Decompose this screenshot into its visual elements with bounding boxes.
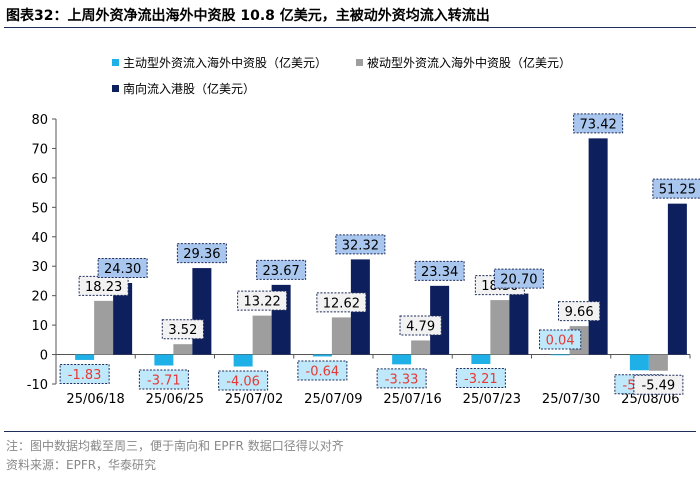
data-label: -3.21	[464, 372, 498, 387]
y-tick-label: 70	[31, 142, 48, 157]
bar-active	[154, 354, 174, 366]
bar-active	[312, 354, 332, 357]
legend-item-passive: 被动型外资流入海外中资股（亿美元）	[356, 54, 571, 71]
y-tick-label: 10	[31, 319, 48, 334]
legend-label-southbound: 南向流入港股（亿美元）	[123, 82, 256, 96]
data-label: -4.06	[226, 375, 260, 390]
data-label-box	[161, 319, 204, 340]
bar-passive	[411, 340, 431, 355]
data-label-box	[59, 363, 110, 384]
data-label: 13.22	[244, 295, 281, 310]
data-label: 9.66	[565, 305, 594, 320]
data-label: 24.30	[104, 262, 141, 277]
bar-southbound	[588, 138, 608, 355]
data-label: 23.67	[263, 264, 300, 279]
data-label-box	[493, 268, 544, 289]
bar-active	[550, 354, 570, 356]
data-label: 0.04	[546, 333, 575, 348]
data-label-box	[237, 290, 288, 311]
y-tick-label: 30	[31, 260, 48, 275]
x-tick-label: 25/06/25	[146, 392, 204, 407]
data-label: 20.70	[500, 273, 537, 288]
data-label-box	[414, 260, 465, 281]
data-label-box	[316, 292, 367, 313]
data-label: 18.23	[85, 280, 122, 295]
data-label-box	[399, 315, 442, 336]
data-label-box	[256, 259, 307, 280]
legend-item-southbound: 南向流入港股（亿美元）	[112, 80, 255, 97]
data-label: -1.83	[68, 368, 102, 383]
legend-label-passive: 被动型外资流入海外中资股（亿美元）	[367, 56, 572, 70]
figure-title-text: 上周外资净流出海外中资股 10.8 亿美元，主被动外资均流入转流出	[67, 8, 490, 24]
data-label-box	[218, 370, 269, 391]
data-label: 4.79	[406, 319, 435, 334]
data-label: 3.52	[168, 323, 197, 338]
footer-rule	[4, 431, 696, 432]
bar-passive	[94, 300, 114, 355]
data-label-box	[176, 243, 227, 264]
data-label: -0.64	[306, 364, 340, 379]
data-label-box	[138, 369, 189, 390]
data-label-box	[558, 301, 601, 322]
bar-passive	[490, 300, 510, 355]
data-label: 32.32	[342, 238, 379, 253]
x-tick-label: 25/08/06	[621, 392, 679, 407]
data-label-box	[633, 374, 684, 395]
legend-item-active: 主动型外资流入海外中资股（亿美元）	[112, 54, 327, 71]
legend-swatch-active	[112, 59, 119, 66]
bar-southbound	[667, 203, 687, 355]
title-rule	[4, 27, 696, 28]
bar-southbound	[509, 293, 529, 355]
bar-passive	[173, 344, 193, 355]
data-label-box	[376, 368, 427, 389]
data-label: -3.71	[147, 373, 181, 388]
data-label-box	[335, 234, 386, 255]
x-tick-label: 25/06/18	[66, 392, 124, 407]
data-label-box	[652, 178, 700, 199]
figure-title: 图表32：上周外资净流出海外中资股 10.8 亿美元，主被动外资均流入转流出	[6, 5, 490, 25]
y-tick-label: 20	[31, 290, 48, 305]
figure-label: 图表32：	[6, 8, 68, 24]
bar-southbound	[113, 283, 133, 355]
legend-swatch-southbound	[112, 85, 119, 92]
bar-passive	[648, 354, 668, 371]
data-label: 73.42	[580, 117, 617, 132]
legend-label-active: 主动型外资流入海外中资股（亿美元）	[123, 56, 328, 70]
y-tick-label: 80	[31, 113, 48, 128]
x-tick-label: 25/07/16	[383, 392, 441, 407]
data-label: -3.33	[385, 372, 419, 387]
data-label-box	[97, 258, 148, 279]
data-label: 51.25	[659, 183, 696, 198]
y-tick-label: 50	[31, 201, 48, 216]
x-tick-label: 25/07/30	[542, 392, 600, 407]
data-label: 23.34	[421, 265, 458, 280]
bar-active	[629, 354, 649, 371]
data-label-box	[455, 368, 506, 389]
y-tick-label: 40	[31, 231, 48, 246]
data-label: 12.62	[323, 296, 360, 311]
bar-active	[75, 354, 95, 360]
x-tick-label: 25/07/09	[304, 392, 362, 407]
x-tick-label: 25/07/23	[463, 392, 521, 407]
x-tick-label: 25/07/02	[225, 392, 283, 407]
data-label-box	[573, 113, 624, 134]
y-tick-label: -10	[27, 378, 48, 393]
data-label-box	[539, 329, 582, 350]
bar-active	[471, 354, 491, 365]
footer-note: 注：图中数据均截至周三，便于南向和 EPFR 数据口径得以对齐	[6, 439, 344, 453]
bar-southbound	[192, 268, 212, 355]
legend-swatch-passive	[356, 59, 363, 66]
footer-source: 资料来源：EPFR，华泰研究	[6, 458, 157, 472]
y-tick-label: 0	[40, 349, 48, 364]
bar-passive	[331, 317, 351, 355]
data-label: -5.49	[642, 379, 676, 394]
data-label: 29.36	[183, 247, 220, 262]
data-label-box	[297, 360, 348, 381]
bar-passive	[252, 315, 272, 355]
bar-active	[233, 354, 253, 367]
bar-active	[392, 354, 412, 365]
y-tick-label: 60	[31, 172, 48, 187]
